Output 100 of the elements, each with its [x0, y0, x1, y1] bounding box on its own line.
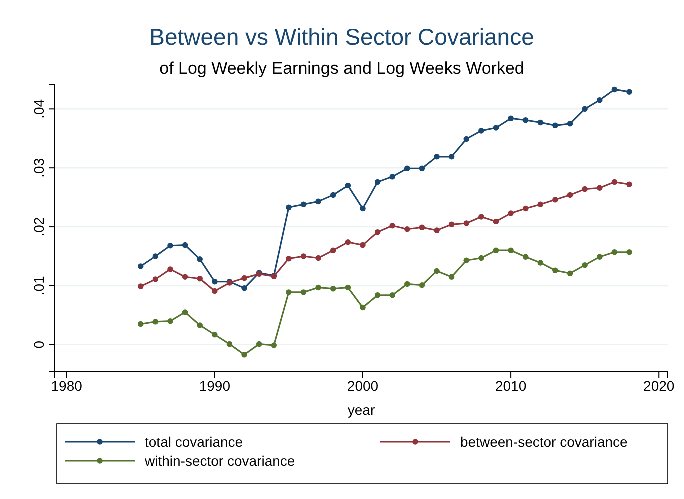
point	[242, 285, 248, 292]
point	[404, 226, 410, 232]
point	[552, 268, 558, 274]
x-tick-label: 1980	[51, 378, 83, 394]
point	[374, 292, 381, 298]
point	[508, 248, 514, 254]
chart-title: Between vs Within Sector Covariance	[150, 24, 534, 50]
legend-label: within-sector covariance	[144, 453, 296, 469]
point	[330, 248, 336, 254]
point	[345, 284, 352, 291]
point	[286, 204, 292, 210]
point	[567, 270, 574, 276]
point	[626, 182, 632, 188]
point	[419, 224, 426, 230]
point	[316, 255, 322, 262]
point	[478, 214, 484, 220]
point	[597, 97, 603, 104]
point	[597, 254, 603, 260]
point	[434, 228, 440, 234]
point	[478, 255, 484, 262]
y-tick-label: 0	[30, 340, 47, 349]
point	[538, 202, 544, 208]
point	[300, 290, 307, 296]
point	[330, 192, 336, 198]
point	[522, 254, 529, 260]
point	[316, 198, 322, 205]
y-tick-label: .02	[30, 217, 47, 237]
point	[182, 310, 188, 316]
point	[419, 166, 426, 172]
point	[286, 290, 292, 296]
x-tick-label: 1990	[199, 378, 231, 394]
point	[582, 186, 588, 192]
point	[242, 352, 248, 358]
point	[612, 179, 618, 186]
point	[552, 197, 558, 203]
point	[138, 284, 144, 290]
point	[612, 86, 618, 93]
point	[345, 182, 352, 189]
point	[360, 206, 366, 212]
x-axis-title: year	[348, 402, 376, 418]
point	[464, 258, 470, 264]
point	[212, 288, 218, 294]
point	[300, 202, 307, 208]
point	[286, 256, 292, 262]
point	[612, 249, 618, 256]
point	[434, 268, 440, 274]
y-tick-label: .04	[30, 99, 47, 119]
point	[626, 89, 632, 95]
point	[522, 117, 529, 124]
chart-subtitle: of Log Weekly Earnings and Log Weeks Worked	[160, 59, 524, 78]
point	[493, 218, 500, 225]
point	[345, 239, 352, 246]
legend-label: between-sector covariance	[460, 434, 628, 450]
point	[390, 222, 396, 229]
point	[434, 154, 440, 160]
point	[360, 304, 366, 311]
point	[300, 254, 307, 260]
point	[182, 274, 188, 280]
point	[567, 192, 574, 198]
point	[464, 136, 470, 142]
point	[508, 210, 514, 216]
point	[582, 262, 588, 268]
point	[138, 321, 144, 328]
point	[226, 341, 233, 348]
point	[626, 249, 632, 256]
point	[152, 254, 159, 260]
point	[582, 106, 588, 112]
point	[493, 125, 500, 131]
point	[478, 128, 484, 134]
point	[197, 322, 203, 328]
point	[271, 342, 278, 348]
point	[168, 318, 174, 324]
point	[152, 319, 159, 325]
point	[168, 266, 174, 272]
point	[197, 276, 203, 282]
point	[152, 276, 159, 282]
point	[464, 220, 470, 226]
point	[374, 179, 381, 186]
point	[182, 242, 188, 248]
point	[390, 292, 396, 298]
x-tick-label: 2000	[347, 378, 379, 394]
point	[419, 282, 426, 288]
point	[330, 286, 336, 292]
point	[448, 222, 455, 228]
point	[316, 284, 322, 291]
y-tick-label: .01	[30, 276, 47, 296]
point	[374, 229, 381, 236]
point	[552, 122, 558, 129]
point	[508, 116, 514, 122]
x-tick-label: 2010	[495, 378, 527, 394]
point	[390, 174, 396, 180]
point	[448, 154, 455, 160]
point	[360, 242, 366, 248]
point	[597, 185, 603, 192]
point	[538, 120, 544, 126]
point	[168, 243, 174, 249]
x-tick-label: 2020	[644, 378, 675, 394]
point	[256, 341, 262, 348]
point	[197, 256, 203, 262]
point	[212, 278, 218, 285]
